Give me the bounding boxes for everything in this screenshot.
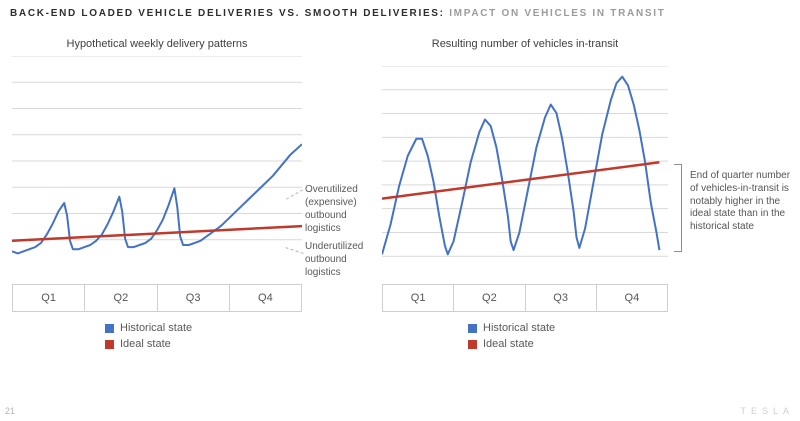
right-chart-title: Resulting number of vehicles in-transit [431, 38, 619, 50]
x-axis-cell-q3: Q3 [526, 285, 597, 311]
historical-swatch-icon [468, 323, 477, 333]
legend-label-ideal: Ideal state [483, 338, 534, 350]
legend-label-ideal: Ideal state [120, 338, 171, 350]
brand-logo: TESLA [740, 406, 794, 416]
page-number: 21 [5, 406, 16, 416]
bracket-shape [674, 164, 682, 252]
left-x-axis: Q1 Q2 Q3 Q4 [12, 284, 302, 312]
x-axis-cell-q3: Q3 [158, 285, 230, 311]
x-axis-cell-q1: Q1 [383, 285, 455, 311]
page-title-main: BACK-END LOADED VEHICLE DELIVERIES VS. S… [10, 8, 445, 19]
historical-swatch-icon [105, 323, 114, 333]
right-x-axis: Q1 Q2 Q3 Q4 [382, 284, 668, 312]
legend-item-historical: Historical state [105, 322, 192, 334]
legend-label-historical: Historical state [483, 322, 556, 334]
left-chart-title: Hypothetical weekly delivery patterns [66, 38, 248, 50]
right-legend: Historical state Ideal state [468, 322, 555, 350]
right-chart-svg [382, 66, 668, 280]
page-title-sub: IMPACT ON VEHICLES IN TRANSIT [444, 8, 666, 19]
x-axis-cell-q2: Q2 [454, 285, 526, 311]
legend-item-historical: Historical state [468, 322, 555, 334]
underutilized-annotation: Underutilized outbound logistics [305, 241, 364, 278]
legend-label-historical: Historical state [120, 322, 193, 334]
legend-item-ideal: Ideal state [105, 338, 192, 350]
left-chart-plot [12, 56, 302, 266]
left-legend: Historical state Ideal state [105, 322, 192, 350]
x-axis-cell-q4: Q4 [624, 292, 640, 304]
x-axis-cell-q2: Q2 [85, 285, 158, 311]
page-title: BACK-END LOADED VEHICLE DELIVERIES VS. S… [10, 8, 666, 19]
ideal-swatch-icon [105, 339, 114, 349]
overutilized-annotation: Overutilized (expensive) outbound logist… [305, 184, 358, 234]
right-chart-plot [382, 66, 668, 280]
x-axis-cell-q4: Q4 [258, 292, 273, 304]
ideal-swatch-icon [468, 339, 477, 349]
legend-item-ideal: Ideal state [468, 338, 555, 350]
left-chart-svg [12, 56, 302, 266]
x-axis-cell-q1: Q1 [13, 285, 86, 311]
bracket-annotation: End of quarter number of vehicles-in-tra… [690, 170, 791, 233]
